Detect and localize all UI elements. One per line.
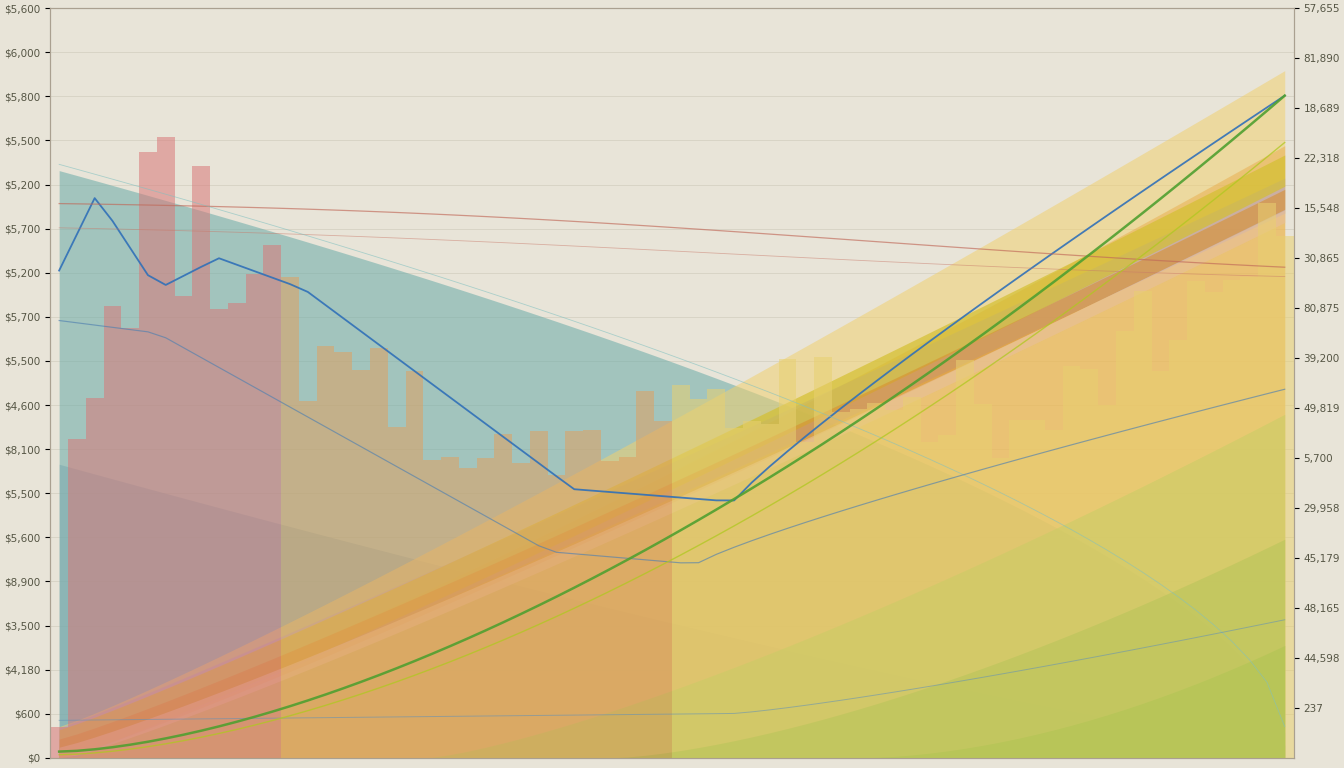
Bar xyxy=(1009,420,1027,758)
Bar xyxy=(743,421,761,758)
Bar xyxy=(495,435,512,758)
Bar xyxy=(317,346,335,758)
Bar xyxy=(281,276,298,758)
Bar xyxy=(458,468,477,758)
Bar xyxy=(583,429,601,758)
Bar xyxy=(814,357,832,758)
Bar xyxy=(138,152,157,758)
Bar xyxy=(69,439,86,758)
Bar xyxy=(246,273,263,758)
Bar xyxy=(689,399,707,758)
Bar xyxy=(423,459,441,758)
Bar xyxy=(761,424,778,758)
Bar xyxy=(1241,277,1258,758)
Bar xyxy=(1044,429,1063,758)
Bar xyxy=(726,428,743,758)
Bar xyxy=(1169,340,1187,758)
Bar xyxy=(1223,280,1241,758)
Bar xyxy=(86,398,103,758)
Bar xyxy=(974,404,992,758)
Bar xyxy=(707,389,726,758)
Bar xyxy=(601,461,618,758)
Bar xyxy=(157,137,175,758)
Bar xyxy=(547,475,566,758)
Bar xyxy=(1027,419,1044,758)
Bar xyxy=(352,370,370,758)
Bar xyxy=(637,391,655,758)
Bar xyxy=(903,397,921,758)
Bar xyxy=(956,360,974,758)
Bar xyxy=(921,442,938,758)
Bar xyxy=(672,386,689,758)
Bar xyxy=(1081,369,1098,758)
Bar xyxy=(867,402,886,758)
Bar xyxy=(406,371,423,758)
Bar xyxy=(441,457,458,758)
Bar xyxy=(778,359,796,758)
Bar xyxy=(530,432,547,758)
Bar xyxy=(103,306,121,758)
Bar xyxy=(796,442,814,758)
Bar xyxy=(849,409,867,758)
Bar xyxy=(175,296,192,758)
Bar xyxy=(512,463,530,758)
Bar xyxy=(335,353,352,758)
Bar xyxy=(886,410,903,758)
Bar xyxy=(298,401,317,758)
Bar xyxy=(1275,236,1294,758)
Bar xyxy=(477,458,495,758)
Bar xyxy=(992,458,1009,758)
Bar xyxy=(121,328,138,758)
Bar xyxy=(618,456,637,758)
Bar xyxy=(938,435,956,758)
Bar xyxy=(387,427,406,758)
Bar xyxy=(1204,292,1223,758)
Bar xyxy=(370,349,387,758)
Bar xyxy=(1134,291,1152,758)
Bar xyxy=(1063,366,1081,758)
Bar xyxy=(832,412,849,758)
Bar xyxy=(1098,405,1116,758)
Bar xyxy=(566,431,583,758)
Bar xyxy=(228,303,246,758)
Bar xyxy=(1116,331,1134,758)
Bar xyxy=(655,421,672,758)
Bar xyxy=(263,245,281,758)
Bar xyxy=(1258,203,1275,758)
Bar xyxy=(50,727,69,758)
Bar xyxy=(1187,281,1204,758)
Bar xyxy=(192,167,210,758)
Bar xyxy=(1152,371,1169,758)
Bar xyxy=(210,310,228,758)
